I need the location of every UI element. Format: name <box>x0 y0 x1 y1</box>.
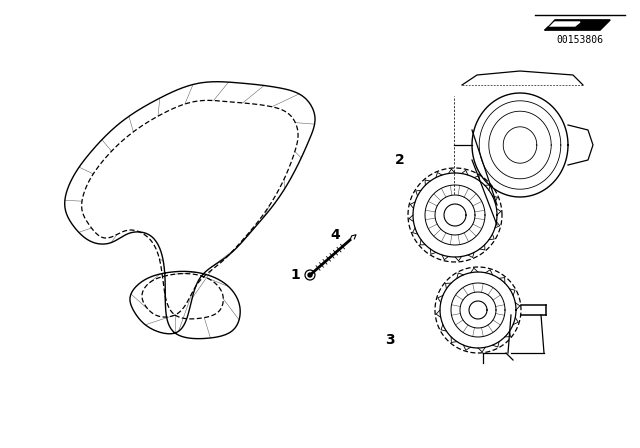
Text: 1: 1 <box>290 268 300 282</box>
Text: 2: 2 <box>395 153 405 167</box>
Text: 00153806: 00153806 <box>557 35 604 45</box>
Text: 3: 3 <box>385 333 395 347</box>
Text: 4: 4 <box>330 228 340 242</box>
Polygon shape <box>545 20 610 30</box>
Polygon shape <box>548 22 580 26</box>
Circle shape <box>308 273 312 277</box>
